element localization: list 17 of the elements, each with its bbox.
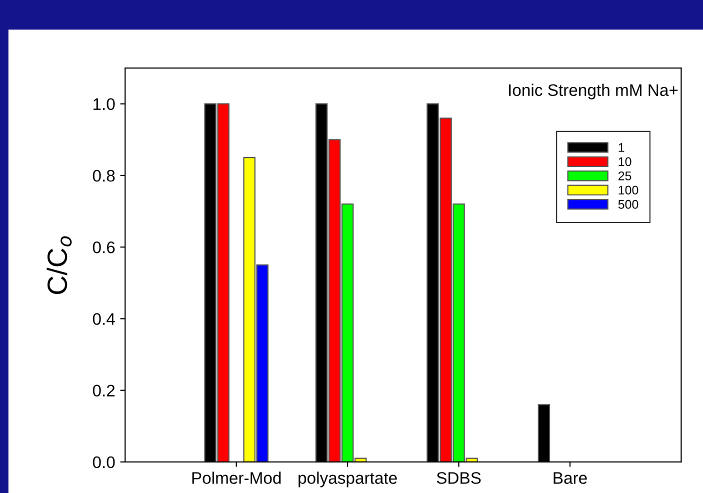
y-tick-label: 0.8 <box>92 170 115 182</box>
legend-label: 100 <box>618 186 638 195</box>
x-tick-label: SDBS <box>436 472 481 484</box>
x-tick-label: polyaspartate <box>298 472 397 488</box>
y-tick-label: 0.4 <box>92 313 115 325</box>
y-tick-label: 0.2 <box>92 384 115 397</box>
legend-title: Ionic Strength mM Na+ <box>509 84 678 100</box>
y-tick-label: 1.0 <box>94 98 115 110</box>
x-tick-label: Polmer-Mod <box>192 472 281 484</box>
y-tick-label: 0.0 <box>92 456 115 468</box>
legend-label: 10 <box>618 157 632 166</box>
y-axis-title: C/C$_{o}$ <box>46 236 72 294</box>
legend-label: 1 <box>618 143 624 152</box>
legend-label: 500 <box>618 200 638 209</box>
x-tick-label: Bare <box>554 472 587 484</box>
legend-label: 25 <box>618 171 632 180</box>
y-tick-label: 0.6 <box>92 241 115 254</box>
